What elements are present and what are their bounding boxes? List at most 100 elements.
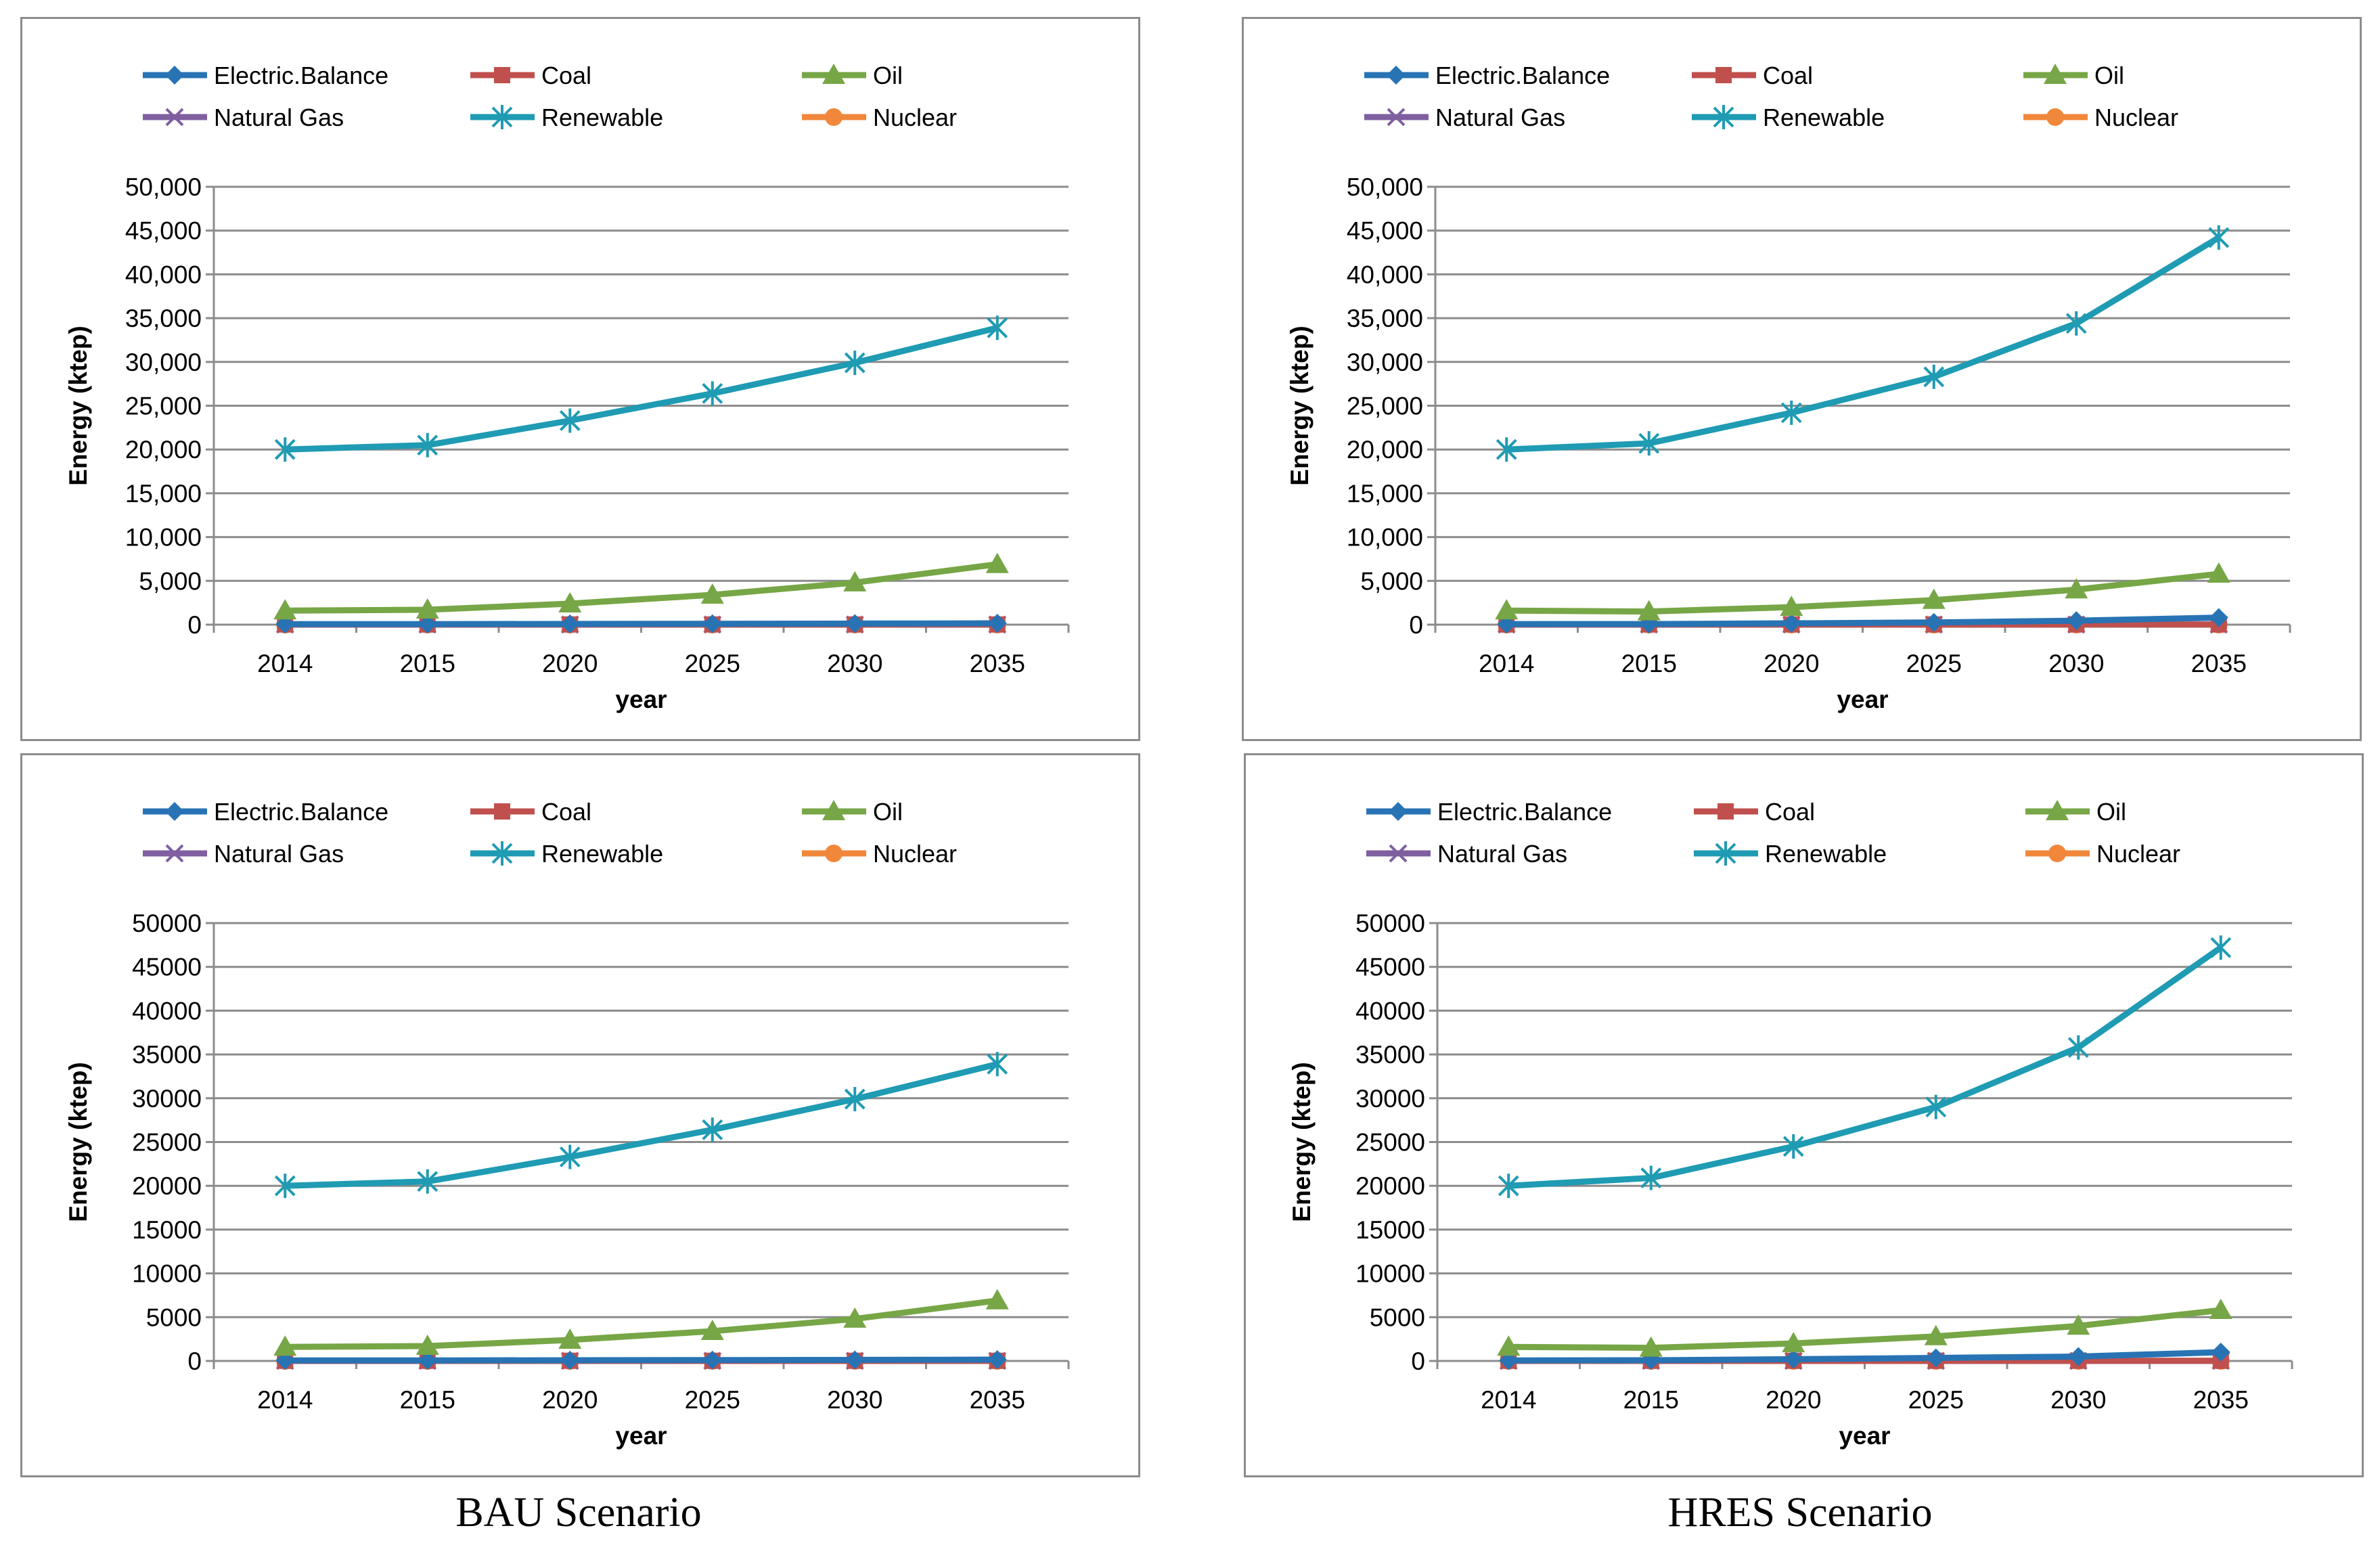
x-tick-label: 2020 bbox=[542, 1386, 598, 1414]
legend-marker-coal bbox=[494, 803, 510, 820]
legend-item-renewable: Renewable bbox=[470, 104, 663, 131]
data-point-oil bbox=[700, 583, 724, 604]
legend-label-electric-balance: Electric.Balance bbox=[1437, 798, 1612, 826]
chart-panel-bau-bottom: 0 5000 10000 15000 20000 25000 30000 35000 40000… bbox=[20, 753, 1140, 1477]
y-tick-label: 5000 bbox=[1370, 1303, 1425, 1331]
y-tick-label: 0 bbox=[1411, 1347, 1425, 1375]
legend-item-natural-gas: Natural Gas bbox=[1366, 840, 1567, 868]
y-tick-label: 30000 bbox=[1355, 1085, 1425, 1113]
legend-marker-electric-balance bbox=[1387, 66, 1406, 85]
data-point-oil bbox=[1922, 588, 1946, 609]
x-tick-label: 2030 bbox=[827, 650, 882, 677]
legend-label-coal: Coal bbox=[541, 798, 591, 826]
y-tick-label: 40000 bbox=[132, 997, 202, 1025]
legend-item-coal: Coal bbox=[1694, 798, 1815, 826]
y-tick-label: 25000 bbox=[1355, 1129, 1425, 1157]
y-tick-label: 35000 bbox=[1355, 1041, 1425, 1069]
series-line-oil bbox=[285, 561, 998, 614]
data-point-oil bbox=[273, 1335, 297, 1356]
legend: Electric.Balance Coal Oil Natural Gas Renewa… bbox=[1366, 798, 2180, 868]
x-tick-label: 2030 bbox=[2050, 1386, 2106, 1414]
y-axis-ticks: 0 5,000 10,000 15,000 20,000 25,000 30,000 35,0… bbox=[125, 173, 214, 639]
y-tick-label: 50000 bbox=[132, 910, 202, 937]
data-point-renewable bbox=[1782, 1134, 1804, 1159]
y-tick-label: 15000 bbox=[132, 1216, 202, 1244]
y-tick-label: 15000 bbox=[1355, 1216, 1425, 1244]
legend-label-renewable: Renewable bbox=[1765, 840, 1887, 868]
legend-item-nuclear: Nuclear bbox=[802, 104, 957, 131]
legend-marker-renewable bbox=[1715, 841, 1736, 866]
legend-item-electric-balance: Electric.Balance bbox=[143, 62, 388, 89]
data-point-oil bbox=[2067, 1314, 2090, 1335]
data-point-oil bbox=[2207, 562, 2230, 583]
data-point-renewable bbox=[1640, 1165, 1662, 1190]
x-axis-ticks: 2014 2015 2020 2025 2030 2035 bbox=[212, 1361, 1070, 1414]
legend-label-nuclear: Nuclear bbox=[873, 104, 957, 131]
legend-label-oil: Oil bbox=[873, 798, 903, 826]
y-tick-label: 50000 bbox=[1355, 910, 1425, 937]
data-point-oil bbox=[843, 1307, 867, 1328]
x-tick-label: 2015 bbox=[400, 650, 455, 677]
legend-marker-renewable bbox=[491, 841, 513, 866]
data-point-oil bbox=[985, 1289, 1009, 1310]
x-axis-ticks: 2014 2015 2020 2025 2030 2035 bbox=[1434, 625, 2291, 677]
x-tick-label: 2020 bbox=[1764, 650, 1819, 677]
data-point-electric-balance bbox=[2211, 1343, 2230, 1362]
x-tick-label: 2014 bbox=[257, 650, 313, 677]
data-point-renewable bbox=[559, 408, 581, 433]
y-tick-label: 40000 bbox=[1355, 997, 1425, 1025]
legend-label-electric-balance: Electric.Balance bbox=[214, 62, 388, 89]
data-point-renewable bbox=[702, 1117, 723, 1142]
legend-item-nuclear: Nuclear bbox=[802, 840, 957, 868]
y-tick-label: 10,000 bbox=[1347, 524, 1423, 552]
x-tick-label: 2025 bbox=[1908, 1386, 1964, 1414]
legend-marker-coal bbox=[494, 67, 510, 83]
legend-marker-natural-gas bbox=[1387, 108, 1406, 127]
series-line-renewable bbox=[285, 1060, 998, 1189]
x-axis-ticks: 2014 2015 2020 2025 2030 2035 bbox=[1436, 1361, 2293, 1414]
y-tick-label: 35,000 bbox=[1347, 305, 1423, 332]
data-point-electric-balance bbox=[845, 614, 865, 633]
x-tick-label: 2020 bbox=[542, 650, 598, 677]
gridlines bbox=[1437, 922, 2292, 1318]
data-point-oil bbox=[843, 571, 867, 591]
series-renewable bbox=[274, 1052, 1008, 1199]
legend-marker-electric-balance bbox=[165, 66, 184, 85]
data-point-oil bbox=[2209, 1298, 2232, 1319]
series-oil bbox=[273, 1289, 1009, 1356]
x-tick-label: 2025 bbox=[685, 650, 740, 677]
series-line-renewable bbox=[1506, 235, 2221, 453]
data-point-renewable bbox=[417, 1169, 439, 1194]
x-tick-label: 2035 bbox=[970, 1386, 1025, 1414]
y-tick-label: 0 bbox=[1409, 611, 1423, 639]
x-tick-label: 2035 bbox=[2191, 650, 2247, 677]
data-point-electric-balance bbox=[987, 614, 1007, 633]
y-tick-label: 45,000 bbox=[125, 217, 202, 245]
data-point-oil bbox=[558, 591, 582, 612]
y-tick-label: 20000 bbox=[132, 1172, 202, 1200]
data-point-renewable bbox=[2067, 1035, 2089, 1060]
legend-label-oil: Oil bbox=[2094, 62, 2124, 89]
data-point-electric-balance bbox=[1924, 612, 1944, 632]
legend-item-renewable: Renewable bbox=[470, 840, 663, 868]
data-point-renewable bbox=[1923, 364, 1945, 389]
data-point-renewable bbox=[1780, 400, 1802, 425]
data-point-renewable bbox=[1498, 1173, 1519, 1199]
x-tick-label: 2030 bbox=[827, 1386, 882, 1414]
legend-marker-oil bbox=[2044, 64, 2067, 84]
legend-marker-coal bbox=[1717, 803, 1734, 820]
data-point-oil bbox=[1924, 1324, 1948, 1345]
series-electric-balance bbox=[1497, 608, 2228, 634]
series-renewable bbox=[1498, 935, 2232, 1199]
data-point-renewable bbox=[1496, 437, 1517, 462]
legend-marker-nuclear bbox=[825, 108, 843, 126]
series-oil bbox=[1495, 562, 2230, 621]
y-tick-label: 20,000 bbox=[1347, 436, 1423, 464]
y-tick-label: 25,000 bbox=[125, 393, 202, 420]
data-point-oil bbox=[1495, 599, 1519, 620]
data-point-electric-balance bbox=[987, 1350, 1007, 1370]
series-line-oil bbox=[285, 1297, 998, 1350]
legend-label-coal: Coal bbox=[1763, 62, 1813, 89]
chart-panel-hres-top: 0 5,000 10,000 15,000 20,000 25,000 30,000 35,0… bbox=[1242, 17, 2362, 741]
data-point-renewable bbox=[2208, 225, 2230, 250]
